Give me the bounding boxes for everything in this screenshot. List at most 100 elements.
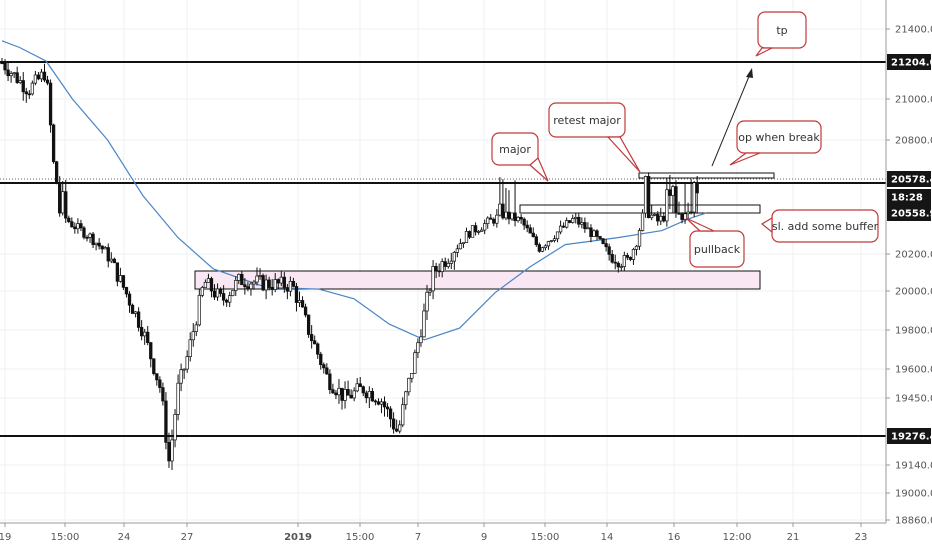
candle	[282, 272, 286, 293]
candle-up	[197, 294, 201, 326]
candle-up	[352, 390, 356, 399]
candle-up	[379, 401, 384, 405]
candle-down	[522, 218, 526, 226]
time-tick-label: 23	[855, 532, 868, 543]
candle	[510, 212, 514, 221]
candle	[118, 267, 123, 283]
candle-down	[270, 287, 274, 290]
candle	[656, 211, 660, 226]
candle	[303, 303, 308, 318]
candle	[440, 258, 444, 278]
candle	[12, 72, 16, 79]
candle-down	[246, 286, 250, 290]
price-badges: 21204.0 20578.4 18:28 20558.9 19276.4	[887, 54, 932, 444]
candle	[607, 243, 611, 261]
time-axis[interactable]: 19 15:00 24 27 2019 15:00 7 9 15:00 14 16 12:00 21 23	[0, 522, 886, 543]
candle-up	[264, 279, 268, 291]
callout-tail	[529, 157, 549, 182]
time-tick-label: 19	[0, 532, 11, 543]
candle	[334, 390, 338, 400]
candle-down	[303, 306, 308, 316]
candle	[404, 390, 408, 410]
candle	[179, 363, 183, 392]
time-tick-label: 14	[601, 532, 614, 543]
candle	[680, 212, 684, 224]
candle	[300, 296, 305, 308]
candle-down	[209, 278, 214, 292]
candle	[643, 175, 648, 218]
candle-down	[437, 270, 441, 273]
candle	[164, 392, 168, 450]
candle-up	[452, 252, 456, 262]
candle-up	[200, 287, 205, 296]
candle-up	[170, 439, 174, 462]
candle	[261, 273, 265, 292]
candle	[391, 412, 396, 434]
candle	[555, 231, 560, 243]
candle	[285, 283, 290, 300]
time-tick-label: 21	[787, 532, 800, 543]
candle-down	[67, 217, 71, 222]
candle	[191, 323, 195, 347]
zone-retest	[519, 204, 761, 214]
candle	[67, 215, 71, 224]
candle-up	[683, 213, 687, 220]
candle-down	[164, 400, 168, 443]
candle	[121, 275, 126, 290]
candle	[385, 403, 390, 417]
candle-down	[58, 182, 62, 214]
candle-down	[513, 212, 517, 222]
price-axis[interactable]: 21400.0 21000.0 20800.0 20200.0 20000.0 19800…	[885, 0, 932, 527]
candle	[115, 262, 120, 287]
time-tick-label: 7	[415, 532, 421, 543]
candle	[531, 227, 535, 238]
candle	[337, 379, 341, 404]
candle-up	[258, 275, 262, 277]
price-badge: 21204.0	[887, 54, 932, 70]
candle-up	[188, 339, 192, 357]
candle-up	[234, 280, 238, 291]
price-badge: 19276.4	[887, 428, 932, 444]
candle-down	[395, 428, 399, 432]
candle	[288, 276, 293, 297]
callout-label: major	[499, 143, 531, 156]
candle-down	[501, 203, 505, 219]
candle	[610, 250, 614, 264]
price-tick-label: 19450.0	[895, 394, 932, 405]
candle-up	[571, 218, 575, 223]
price-tick-label: 19000.0	[895, 489, 932, 500]
candle	[473, 222, 478, 236]
candle-down	[489, 217, 493, 220]
candle	[683, 182, 687, 224]
candle-up	[653, 213, 657, 216]
price-zones	[194, 172, 775, 290]
candle-down	[124, 287, 129, 295]
candle	[6, 62, 10, 82]
candle-down	[677, 212, 681, 215]
candle-down	[607, 246, 611, 255]
candle	[76, 218, 80, 234]
candle	[549, 240, 554, 243]
candle	[483, 219, 487, 235]
time-tick-label: 2019	[284, 532, 312, 543]
candle-up	[449, 260, 453, 264]
candle	[695, 175, 699, 214]
candle-down	[610, 254, 614, 263]
candle	[443, 257, 447, 270]
candle	[455, 244, 460, 258]
candle	[352, 387, 356, 402]
price-tick-label: 20200.0	[895, 250, 932, 261]
candle-down	[346, 389, 350, 396]
candle	[237, 273, 241, 285]
candle-down	[139, 327, 144, 337]
candle	[149, 341, 153, 368]
candle	[476, 229, 481, 235]
candle	[364, 390, 368, 404]
candle-up	[182, 368, 186, 371]
candle	[276, 278, 280, 290]
candle	[571, 214, 575, 224]
candle	[373, 399, 378, 406]
candle	[689, 179, 693, 215]
candle-down	[267, 279, 271, 288]
